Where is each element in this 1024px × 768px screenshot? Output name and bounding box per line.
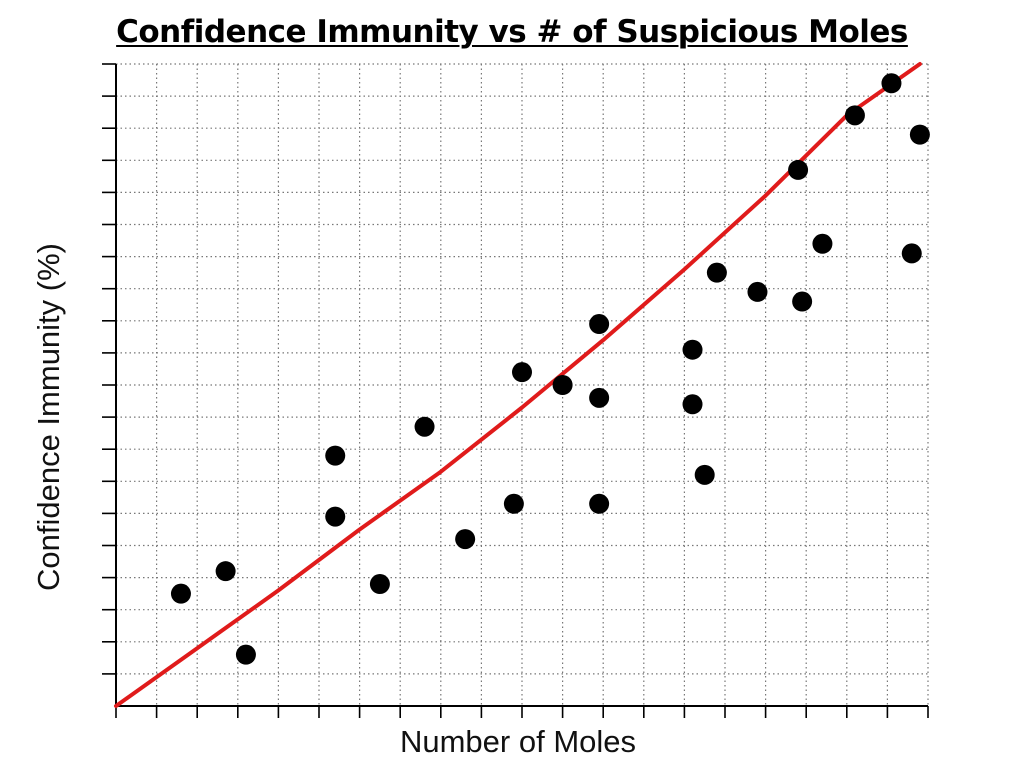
grid-lines bbox=[116, 63, 929, 706]
data-point bbox=[589, 387, 610, 408]
data-point bbox=[682, 394, 703, 415]
data-point bbox=[706, 262, 727, 283]
data-point bbox=[682, 339, 703, 360]
data-point bbox=[788, 159, 809, 180]
data-point bbox=[170, 583, 191, 604]
data-point bbox=[215, 561, 236, 582]
data-point bbox=[589, 314, 610, 335]
data-point bbox=[812, 233, 833, 254]
data-point bbox=[552, 375, 573, 395]
data-points bbox=[170, 73, 930, 665]
data-point bbox=[747, 281, 768, 302]
data-point bbox=[844, 105, 865, 126]
data-point bbox=[369, 574, 390, 595]
chart-title: Confidence Immunity vs # of Suspicious M… bbox=[116, 14, 908, 50]
data-point bbox=[512, 362, 532, 383]
data-point bbox=[901, 243, 922, 264]
x-axis-label: Number of Moles bbox=[399, 724, 637, 759]
data-point bbox=[909, 124, 930, 145]
data-point bbox=[325, 506, 346, 527]
data-point bbox=[325, 445, 346, 466]
data-point bbox=[455, 529, 476, 550]
data-point bbox=[694, 464, 715, 485]
data-point bbox=[235, 644, 256, 665]
data-point bbox=[792, 291, 813, 312]
data-point bbox=[881, 73, 902, 94]
data-point bbox=[589, 493, 610, 514]
axes bbox=[102, 63, 929, 718]
data-point bbox=[503, 493, 524, 514]
y-axis-label: Confidence Immunity (%) bbox=[31, 243, 66, 592]
data-point bbox=[414, 416, 435, 437]
